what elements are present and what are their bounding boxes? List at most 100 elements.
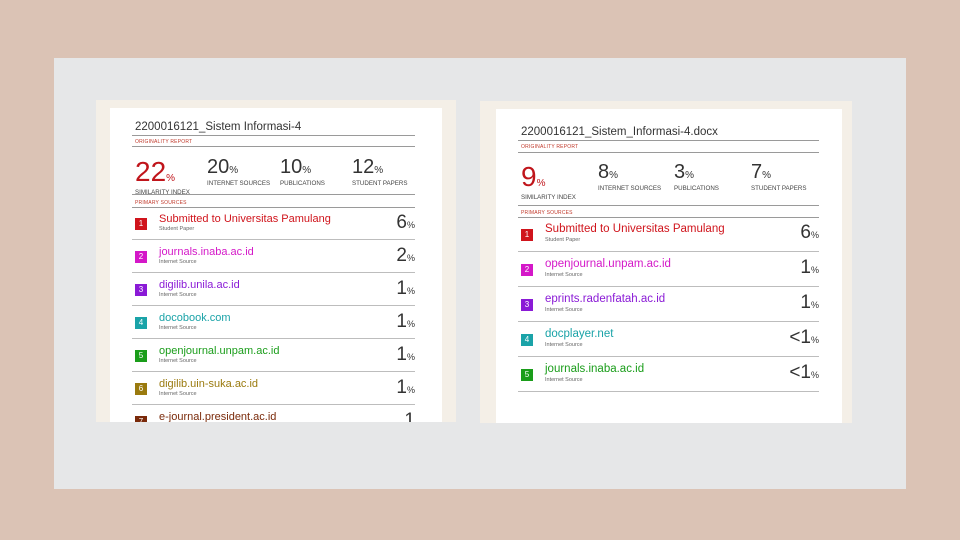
report-a-card: 2200016121_Sistem Informasi-4 ORIGINALIT… <box>110 108 442 422</box>
source-name[interactable]: Submitted to Universitas Pamulang <box>545 223 725 235</box>
stat-student-papers: 12% STUDENT PAPERS <box>352 156 407 187</box>
originality-report-label: ORIGINALITY REPORT <box>521 144 579 150</box>
sources-rule <box>518 217 819 218</box>
source-row[interactable]: 3 eprints.radenfatah.ac.id Internet Source… <box>518 287 819 322</box>
stat-unit: % <box>762 170 772 181</box>
title-rule <box>132 135 415 136</box>
source-name[interactable]: eprints.radenfatah.ac.id <box>545 293 666 305</box>
source-percentage-unit: % <box>810 335 819 345</box>
source-row[interactable]: 6 digilib.uin-suka.ac.id Internet Source 1% <box>132 372 415 405</box>
sources-rule <box>132 207 415 208</box>
stat-label: SIMILARITY INDEX <box>135 189 190 196</box>
source-percentage: 2 <box>396 245 407 266</box>
source-type: Student Paper <box>545 237 581 243</box>
source-rank-badge: 2 <box>521 264 533 276</box>
stat-unit: % <box>374 165 384 176</box>
source-percentage-unit: % <box>810 300 819 310</box>
source-row[interactable]: 5 openjournal.unpam.ac.id Internet Source 1… <box>132 339 415 372</box>
primary-sources-label: PRIMARY SOURCES <box>521 210 573 216</box>
row-divider <box>132 338 415 339</box>
source-name[interactable]: e-journal.president.ac.id <box>159 411 277 422</box>
row-divider <box>132 404 415 405</box>
report-a-title: 2200016121_Sistem Informasi-4 <box>135 121 302 133</box>
source-type: Internet Source <box>159 259 197 265</box>
source-percentage-unit: % <box>810 265 819 275</box>
source-name[interactable]: journals.inaba.ac.id <box>159 246 254 258</box>
source-rank-badge: 7 <box>135 416 147 422</box>
source-row[interactable]: 1 Submitted to Universitas Pamulang Studen… <box>132 207 415 240</box>
source-type: Internet Source <box>159 391 197 397</box>
source-rank-badge: 6 <box>135 383 147 395</box>
source-percentage: 6 <box>800 222 811 243</box>
report-b-frame: 2200016121_Sistem_Informasi-4.docx ORIGI… <box>480 101 852 423</box>
source-percentage: 1 <box>396 311 407 332</box>
source-percentage-unit: % <box>810 370 819 380</box>
source-percentage-unit: % <box>406 385 415 395</box>
source-row[interactable]: 5 journals.inaba.ac.id Internet Source <1% <box>518 357 819 392</box>
source-percentage: 1 <box>396 377 407 398</box>
source-name[interactable]: digilib.unila.ac.id <box>159 279 240 291</box>
stat-label: STUDENT PAPERS <box>352 180 408 187</box>
stat-value: 10 <box>280 156 303 178</box>
row-divider <box>132 239 415 240</box>
source-row[interactable]: 1 Submitted to Universitas Pamulang Studen… <box>518 217 819 252</box>
source-name[interactable]: journals.inaba.ac.id <box>545 363 645 375</box>
source-name[interactable]: openjournal.unpam.ac.id <box>159 345 280 357</box>
source-percentage-unit: % <box>406 286 415 296</box>
title-rule <box>518 140 819 141</box>
source-row[interactable]: 4 docplayer.net Internet Source <1% <box>518 322 819 357</box>
source-percentage: <1 <box>789 327 811 348</box>
source-percentage-unit: % <box>406 352 415 362</box>
stat-value: 12 <box>352 156 375 178</box>
row-divider <box>518 356 819 357</box>
source-rank-badge: 3 <box>521 299 533 311</box>
row-divider <box>132 371 415 372</box>
originality-rule <box>132 146 415 147</box>
row-divider <box>518 251 819 252</box>
source-type: Internet Source <box>545 307 583 313</box>
stat-internet-sources: 20% INTERNET SOURCES <box>207 156 270 187</box>
source-type: Internet Source <box>545 342 583 348</box>
stat-internet-sources: 8% INTERNET SOURCES <box>598 161 661 192</box>
source-percentage-unit: % <box>810 230 819 240</box>
primary-sources-label: PRIMARY SOURCES <box>135 200 187 206</box>
source-percentage: 6 <box>396 212 407 233</box>
stat-value: 9 <box>521 161 537 192</box>
source-name[interactable]: docplayer.net <box>545 328 614 340</box>
source-name[interactable]: Submitted to Universitas Pamulang <box>159 213 331 225</box>
source-rank-badge: 1 <box>135 218 147 230</box>
source-percentage-unit: % <box>406 253 415 263</box>
source-name[interactable]: digilib.uin-suka.ac.id <box>159 378 259 390</box>
stat-unit: % <box>302 165 312 176</box>
source-percentage: 1 <box>800 257 811 278</box>
stat-label: INTERNET SOURCES <box>598 185 662 192</box>
stat-value: 8 <box>598 161 610 183</box>
source-row[interactable]: 4 docobook.com Internet Source 1% <box>132 306 415 339</box>
stat-similarity-index: 22% SIMILARITY INDEX <box>135 156 190 196</box>
stat-value: 7 <box>751 161 763 183</box>
slide-background: 2200016121_Sistem Informasi-4 ORIGINALIT… <box>54 58 906 489</box>
stat-label: PUBLICATIONS <box>280 180 325 187</box>
source-row[interactable]: 2 journals.inaba.ac.id Internet Source 2% <box>132 240 415 273</box>
row-divider <box>132 272 415 273</box>
stat-unit: % <box>536 178 546 189</box>
source-row[interactable]: 3 digilib.unila.ac.id Internet Source 1% <box>132 273 415 306</box>
stat-publications: 10% PUBLICATIONS <box>280 156 325 187</box>
originality-report-label: ORIGINALITY REPORT <box>135 139 193 145</box>
row-divider <box>132 305 415 306</box>
stat-value: 3 <box>674 161 686 183</box>
stat-unit: % <box>609 170 619 181</box>
source-rank-badge: 3 <box>135 284 147 296</box>
source-rank-badge: 5 <box>135 350 147 362</box>
source-name[interactable]: openjournal.unpam.ac.id <box>545 258 671 270</box>
stat-label: SIMILARITY INDEX <box>521 194 576 201</box>
source-row[interactable]: 2 openjournal.unpam.ac.id Internet Source 1… <box>518 252 819 287</box>
stats-rule <box>132 194 415 195</box>
source-rank-badge: 4 <box>521 334 533 346</box>
source-name[interactable]: docobook.com <box>159 312 231 324</box>
stat-unit: % <box>166 173 176 184</box>
source-row[interactable]: 7 e-journal.president.ac.id 1 <box>132 405 415 422</box>
report-a-source-list: 1 Submitted to Universitas Pamulang Studen… <box>132 207 415 422</box>
originality-rule <box>518 152 819 153</box>
row-divider <box>518 321 819 322</box>
